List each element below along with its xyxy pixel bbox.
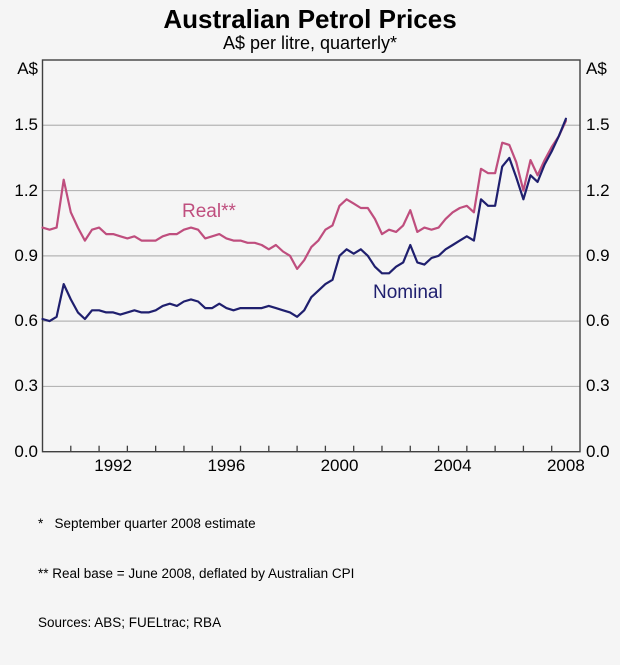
y-tick-label-left-0.6: 0.6 bbox=[14, 311, 38, 331]
nominal-line bbox=[41, 117, 568, 323]
y-tick-label-right-0.9: 0.9 bbox=[586, 245, 610, 265]
chart-subtitle: A$ per litre, quarterly* bbox=[222, 33, 398, 53]
chart-figure: Australian Petrol Prices A$ per litre, q… bbox=[14, 4, 610, 630]
footnote-estimate: * September quarter 2008 estimate bbox=[38, 516, 256, 531]
y-tick-label-left-1.5: 1.5 bbox=[14, 115, 38, 135]
x-tick-label-2008: 2008 bbox=[546, 456, 585, 475]
footnote-sources: Sources: ABS; FUELtrac; RBA bbox=[38, 615, 222, 630]
y-axis-unit-left: A$ bbox=[17, 59, 38, 78]
series-label-nominal: Nominal bbox=[373, 282, 443, 303]
y-tick-label-left-0.0: 0.0 bbox=[14, 441, 38, 461]
y-tick-label-right-0.0: 0.0 bbox=[586, 441, 610, 461]
x-tick-label-2000: 2000 bbox=[320, 456, 359, 475]
chart-title: Australian Petrol Prices bbox=[163, 4, 457, 34]
x-tick-label-1996: 1996 bbox=[207, 456, 246, 475]
y-tick-label-right-1.2: 1.2 bbox=[586, 180, 610, 200]
x-tick-label-2004: 2004 bbox=[433, 456, 472, 475]
y-tick-label-left-0.9: 0.9 bbox=[14, 245, 38, 265]
footnotes: * September quarter 2008 estimate ** Rea… bbox=[38, 483, 598, 665]
chart-plot bbox=[41, 59, 581, 453]
y-tick-label-left-1.2: 1.2 bbox=[14, 180, 38, 200]
y-tick-label-right-0.6: 0.6 bbox=[586, 311, 610, 331]
x-tick-label-1992: 1992 bbox=[94, 456, 133, 475]
real-line bbox=[41, 119, 568, 270]
series-label-real: Real** bbox=[182, 201, 236, 222]
plot-frame bbox=[41, 59, 581, 453]
y-tick-label-left-0.3: 0.3 bbox=[14, 376, 38, 396]
y-tick-label-right-0.3: 0.3 bbox=[586, 376, 610, 396]
footnote-real-base: ** Real base = June 2008, deflated by Au… bbox=[38, 565, 355, 581]
y-axis-unit-right: A$ bbox=[586, 59, 607, 78]
y-tick-label-right-1.5: 1.5 bbox=[586, 115, 610, 135]
